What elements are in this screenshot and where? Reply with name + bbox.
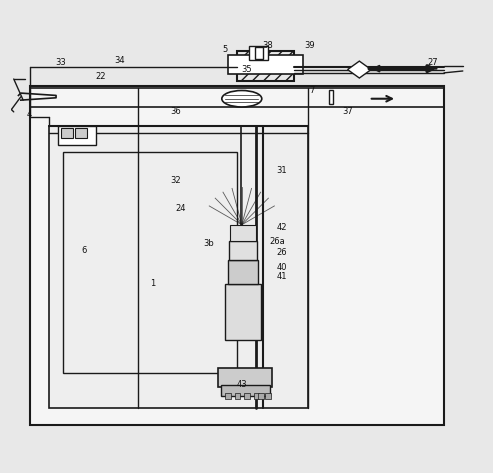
Bar [235,393,241,399]
Bar [221,385,270,396]
Text: 7: 7 [310,86,315,95]
Text: 34: 34 [114,56,125,65]
Text: 26a: 26a [269,236,285,245]
Text: 35: 35 [241,65,252,74]
Bar [244,393,250,399]
Bar [258,393,264,399]
Bar [58,126,96,145]
Bar [230,225,256,241]
Bar [228,55,303,74]
Text: 27: 27 [427,58,438,67]
Bar [329,90,333,104]
Bar [75,128,87,138]
Text: 1: 1 [150,279,155,288]
Text: 32: 32 [171,175,181,184]
Bar [63,152,237,373]
Text: 41: 41 [277,272,287,281]
Bar [49,126,308,408]
Bar [218,368,272,387]
Text: 43: 43 [237,380,247,389]
Text: 33: 33 [55,58,66,67]
Text: 3b: 3b [204,239,214,248]
Bar [225,283,261,340]
Bar [237,51,293,81]
Text: 42: 42 [277,223,287,232]
Text: 6: 6 [81,246,87,255]
Text: 5: 5 [223,45,228,54]
Text: 26: 26 [277,248,287,257]
Bar [229,241,257,260]
Bar [61,128,72,138]
Ellipse shape [222,90,262,107]
Text: 22: 22 [96,72,106,81]
Polygon shape [348,61,371,78]
Bar [225,393,231,399]
Bar [30,86,444,425]
Text: 36: 36 [171,107,181,116]
Text: 38: 38 [262,41,273,50]
Text: 31: 31 [277,166,287,175]
Bar [265,393,271,399]
Text: 24: 24 [176,204,186,213]
Text: 4: 4 [27,110,32,119]
Bar [228,260,258,283]
Bar [249,46,268,60]
Bar [255,47,263,59]
Text: 37: 37 [342,107,353,116]
Text: 39: 39 [305,41,316,50]
Bar [253,393,259,399]
Text: 40: 40 [277,263,287,272]
